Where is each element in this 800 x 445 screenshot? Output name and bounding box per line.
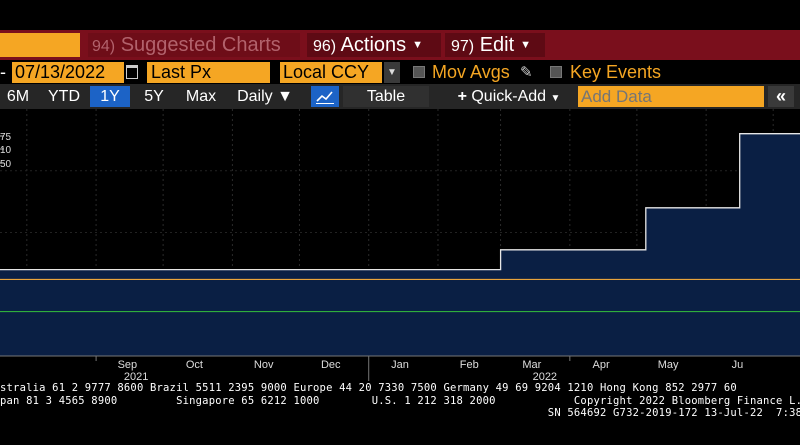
settings-row	[0, 60, 800, 84]
edit-menu-button[interactable]: 97) Edit ▼	[445, 33, 545, 57]
x-month-label: Dec	[321, 359, 341, 371]
footer-session-line: SN 564692 G732-2019-172 13-Jul-22 7:38	[0, 407, 800, 419]
x-month-label: Ju	[732, 359, 744, 371]
calendar-icon[interactable]	[126, 65, 138, 79]
caret-down-icon: ▼	[412, 39, 424, 51]
x-month-label: Mar	[522, 359, 541, 371]
frequency-label: Daily	[237, 88, 273, 105]
x-month-label: Oct	[186, 359, 203, 371]
range-ytd-button[interactable]: YTD	[48, 88, 80, 105]
suggested-charts-number: 94)	[92, 38, 116, 55]
range-6m-button[interactable]: 6M	[6, 88, 30, 105]
series-line	[0, 133, 800, 271]
command-input[interactable]	[0, 33, 80, 57]
x-month-label: Nov	[254, 359, 274, 371]
table-button[interactable]: Table	[343, 86, 429, 107]
y-axis-ticks: 75 10 50	[0, 132, 12, 170]
actions-menu-button[interactable]: 96) Actions ▼	[307, 33, 441, 57]
x-month-label: Sep	[118, 359, 138, 371]
x-year-label: 2022	[533, 371, 557, 381]
add-data-input[interactable]	[578, 86, 764, 107]
frequency-dropdown[interactable]: Daily ▼	[228, 86, 302, 107]
x-month-label: Feb	[460, 359, 479, 371]
end-date-field[interactable]: 07/13/2022	[12, 62, 124, 83]
reference-lines	[0, 278, 800, 313]
suggested-charts-label: Suggested Charts	[120, 34, 281, 56]
caret-down-icon: ▼	[277, 88, 293, 105]
plus-icon: +	[457, 88, 467, 105]
chevron-down-icon[interactable]: ▼	[384, 62, 400, 83]
range-max-button[interactable]: Max	[185, 88, 217, 105]
y-tick-label: 50	[0, 159, 12, 170]
line-chart-button[interactable]	[311, 86, 339, 107]
range-1y-button[interactable]: 1Y	[90, 86, 130, 107]
caret-down-icon: ▼	[520, 39, 532, 51]
x-axis-labels: Sep Oct Nov Dec Jan Feb Mar Apr May Ju 2021 2022	[95, 356, 744, 381]
suggested-charts-button[interactable]: 94) Suggested Charts	[88, 33, 300, 57]
collapse-panel-button[interactable]: «	[768, 86, 794, 107]
quick-add-label: Quick-Add	[471, 88, 547, 105]
price-chart[interactable]: 75 10 50 Sep Oct Nov Dec Jan Feb Mar Apr May Ju 2021…	[0, 109, 800, 381]
range-5y-button[interactable]: 5Y	[144, 88, 164, 105]
quick-add-button[interactable]: + Quick-Add ▼	[446, 86, 572, 107]
x-month-label: May	[658, 359, 679, 371]
pencil-icon[interactable]: ✎	[520, 64, 533, 81]
footer-contacts-line: stralia 61 2 9777 8600 Brazil 5511 2395 …	[0, 382, 737, 394]
line-chart-icon	[316, 91, 334, 104]
mov-avgs-label[interactable]: Mov Avgs	[432, 62, 510, 82]
actions-number: 96)	[313, 38, 337, 55]
footer-copyright-line: pan 81 3 4565 8900 Singapore 65 6212 100…	[0, 395, 800, 407]
key-events-checkbox[interactable]	[550, 66, 562, 78]
x-month-label: Apr	[593, 359, 610, 371]
y-tick-label: 10	[0, 145, 12, 156]
edit-label: Edit	[479, 34, 515, 56]
series-area	[0, 133, 800, 356]
y-tick-label: 75	[0, 132, 12, 143]
x-month-label: Jan	[391, 359, 409, 371]
x-year-label: 2021	[124, 371, 148, 381]
caret-down-icon: ▼	[550, 93, 561, 104]
mov-avgs-checkbox[interactable]	[413, 66, 425, 78]
date-range-dash: -	[0, 62, 6, 82]
currency-field[interactable]: Local CCY	[280, 62, 382, 83]
actions-label: Actions	[340, 34, 407, 56]
price-type-field[interactable]: Last Px	[147, 62, 270, 83]
key-events-label[interactable]: Key Events	[570, 62, 662, 82]
edit-number: 97)	[451, 38, 475, 55]
